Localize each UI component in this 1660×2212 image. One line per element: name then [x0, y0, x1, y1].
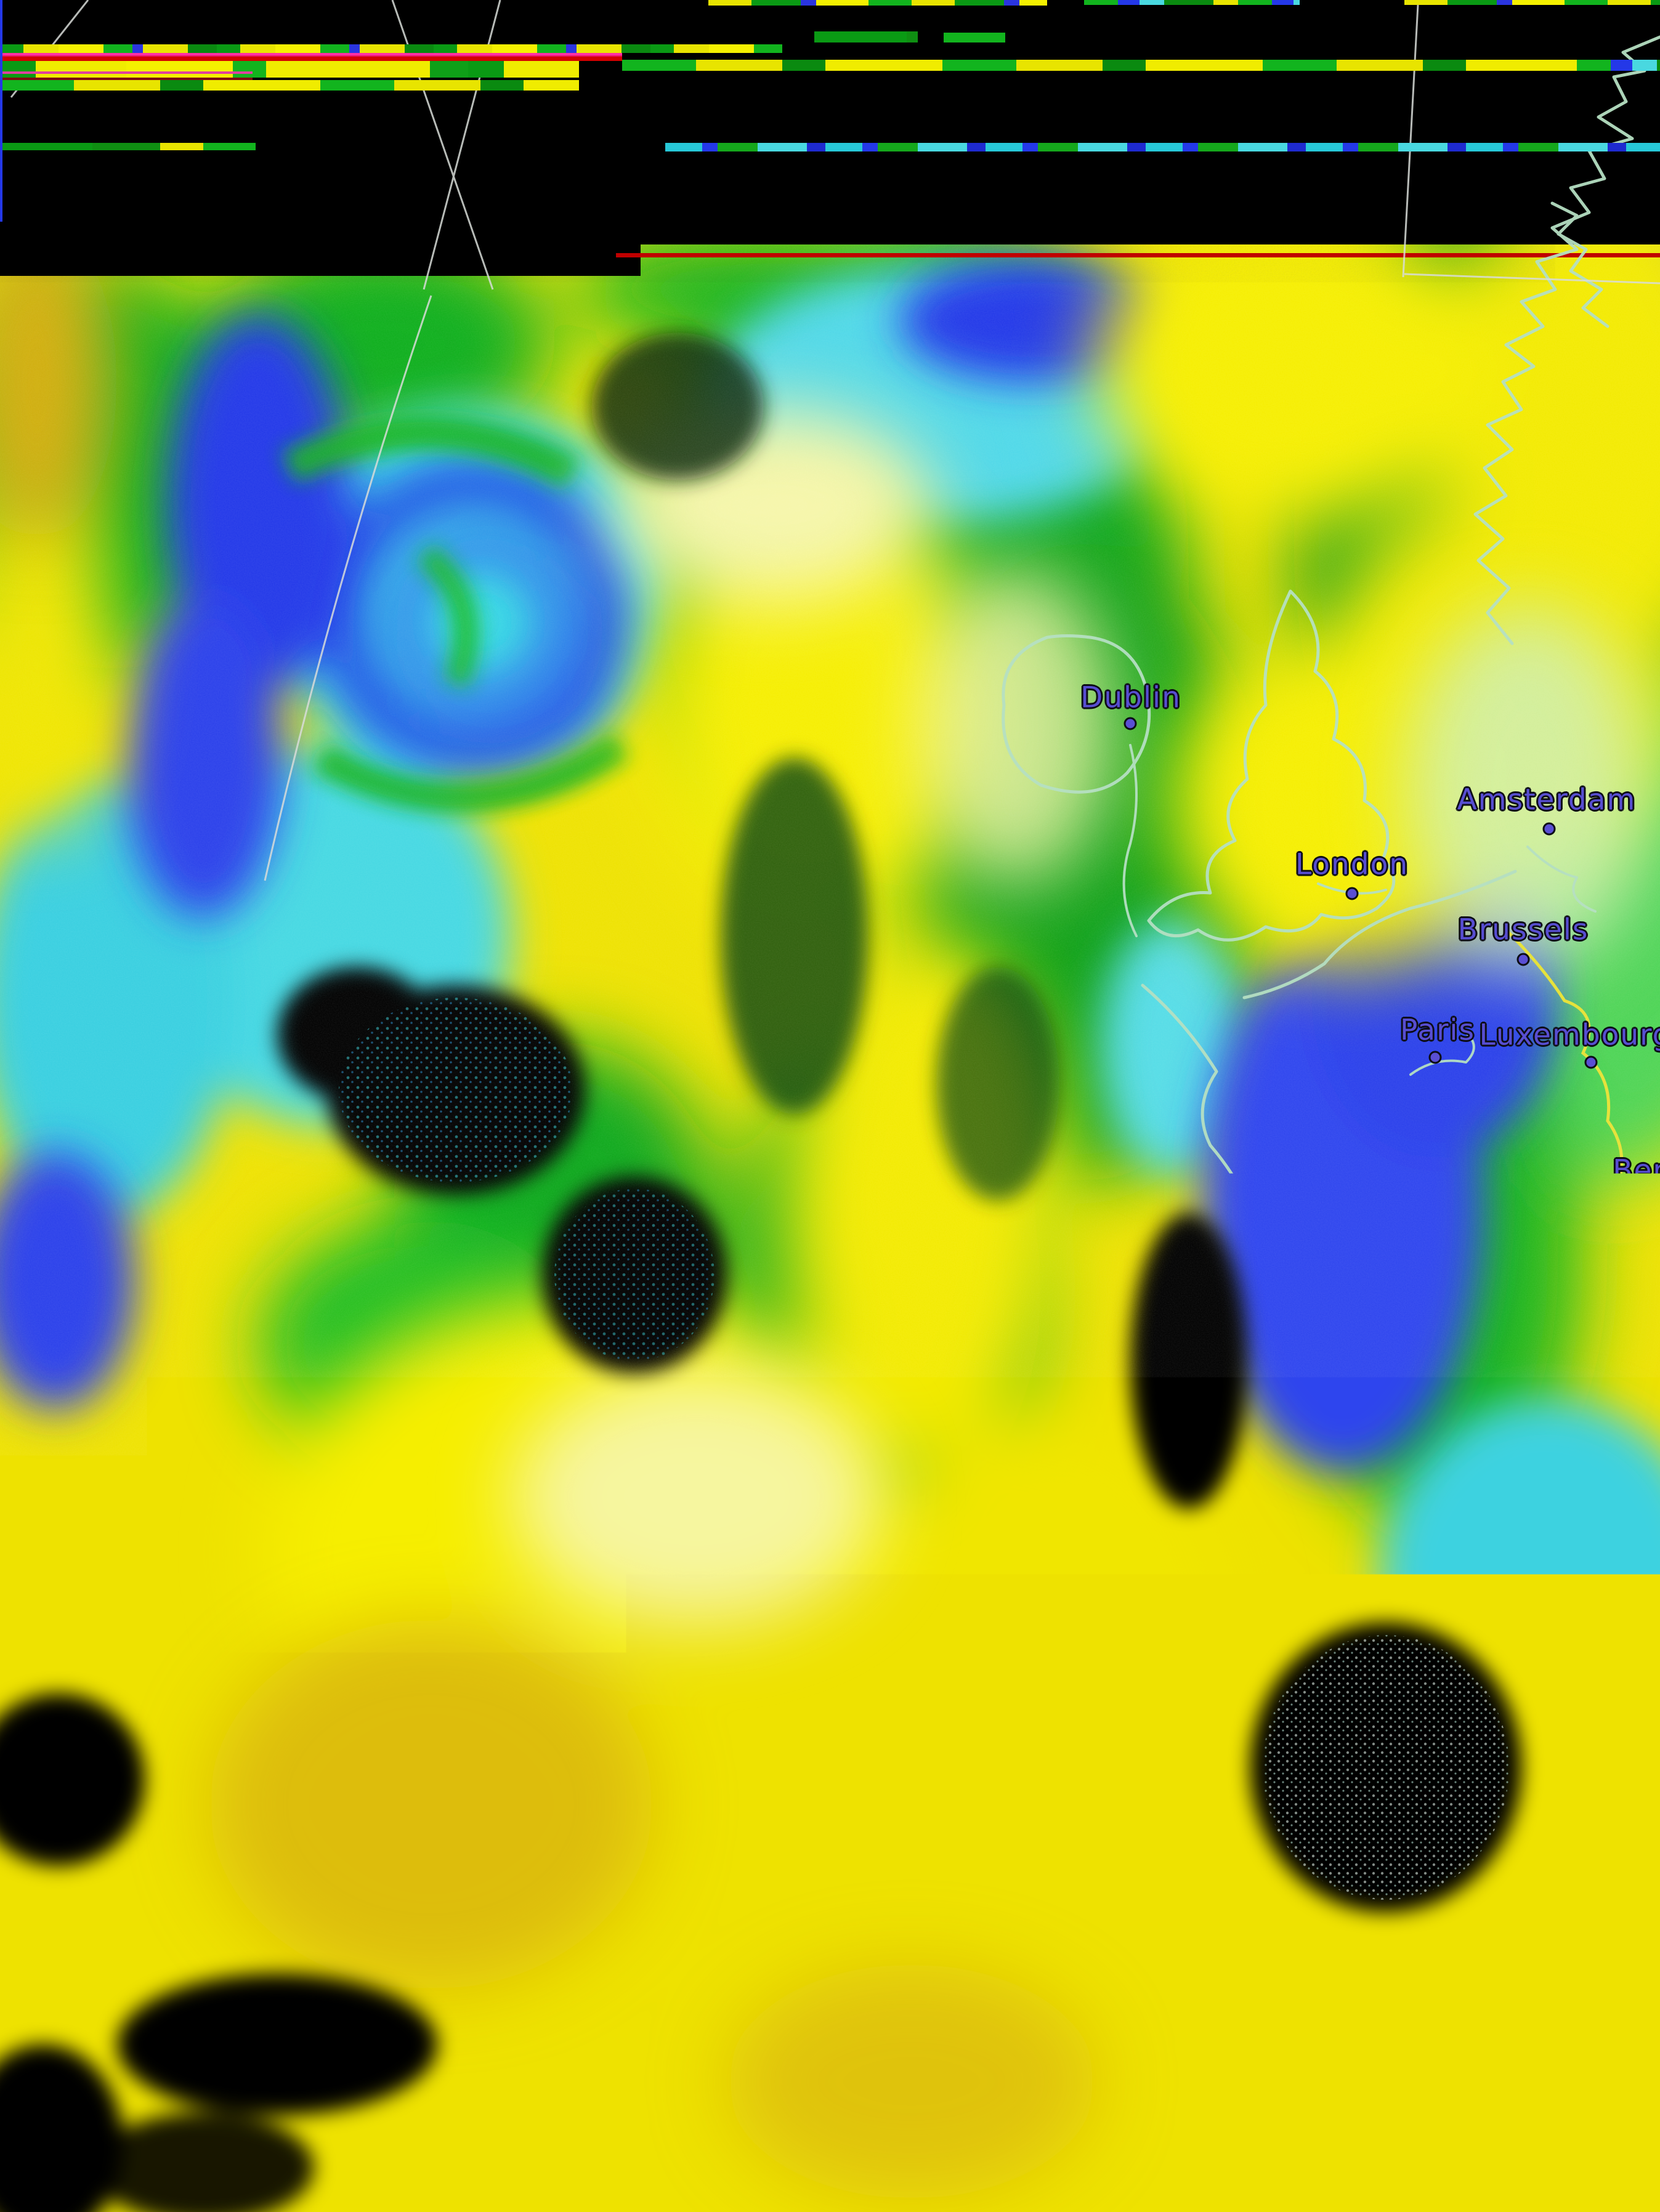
glitch-strip: [0, 44, 782, 53]
city-dot-lisbon: [778, 1702, 791, 1715]
receiver: Receiver: rtlsdr: [573, 2069, 1323, 2091]
scanline-step: [0, 244, 641, 276]
station-url-line2: noaa.localdomain: [382, 2182, 535, 2207]
glitch-strip: [814, 31, 918, 42]
city-label-amsterdam: Amsterdam: [1457, 783, 1637, 817]
city-dot-andorra: [1351, 1505, 1364, 1518]
city-label-bern: Bern: [1613, 1154, 1660, 1188]
city-label-madrid: Madrid: [1031, 1567, 1138, 1601]
map-top-red-line: [616, 253, 1660, 257]
city-label-rabat: Rabat: [783, 1952, 875, 1985]
raspinoaa-logo: [413, 2022, 504, 2106]
city-dot-algiers: [1378, 1885, 1391, 1898]
glitch-strip: [0, 143, 256, 150]
city-label-dublin: Dublin: [1080, 681, 1181, 715]
direction-gain: Direction: Northbound | | Gain: 49.6: [573, 2181, 1323, 2202]
noise-fragment: [1614, 2205, 1638, 2210]
glitch-strip: [1404, 0, 1660, 5]
glitch-strip: [622, 60, 1577, 71]
glitch-strip: [665, 143, 1660, 151]
weather-imagery: [0, 160, 1660, 2212]
app-version: RaspiNOAA V2 | v5.0 |: [356, 2106, 560, 2131]
glitch-strip: [944, 33, 1005, 42]
city-label-monaco: Monaco: [1563, 1373, 1660, 1407]
infobox-left-column: RaspiNOAA V2 | v5.0 | Bookworm 64-bit ht…: [344, 2020, 573, 2207]
city-dot-brussels: [1517, 953, 1530, 966]
admin: Admin: Mochito: [573, 2113, 1323, 2135]
city-dot-bern: [1643, 1189, 1656, 1201]
glitch-strip: [1577, 60, 1660, 71]
antenna: Antenna: Your Antenna: [573, 2046, 1323, 2068]
glitch-strip: [708, 0, 1047, 6]
glitch-magenta-line: [0, 71, 253, 74]
city-label-brussels: Brussels: [1458, 913, 1589, 947]
ground-station: Ground Station: Bernau bei Berlin: [573, 2024, 1323, 2046]
city-dot-madrid: [1077, 1613, 1090, 1626]
satellite-and-time: Satellite: METEOR-M2 3 | 03-02-2026 22:3…: [573, 2136, 1323, 2157]
city-label-paris: Paris: [1400, 1014, 1475, 1047]
city-dot-paris: [1429, 1051, 1442, 1064]
city-label-algiers: Algiers: [1330, 1847, 1438, 1881]
satellite-weather-image: Dublin London Amsterdam Brussels Luxembourg P…: [0, 0, 1660, 2212]
pass-info-box: RaspiNOAA V2 | v5.0 | Bookworm 64-bit ht…: [344, 2020, 1323, 2207]
os-version: Bookworm 64-bit: [381, 2131, 535, 2157]
station-url-line1: https://raspberry-: [384, 2157, 532, 2182]
city-dot-dublin: [1124, 717, 1137, 730]
city-dot-luxembourg: [1585, 1056, 1598, 1069]
glitch-strip: [1084, 0, 1300, 5]
operator: Operator: DE2MAC: [573, 2091, 1323, 2113]
city-dot-amsterdam: [1543, 823, 1556, 836]
glitch-strip: [0, 80, 579, 91]
infobox-right-column: Ground Station: Bernau bei Berlin Antenn…: [573, 2020, 1323, 2207]
city-label-london: London: [1295, 848, 1409, 882]
edge-artifact: [0, 0, 2, 222]
city-label-lisbon: Lisbon: [734, 1655, 835, 1689]
city-dot-rabat: [824, 1987, 836, 2000]
elevation-info: Max Elevation: 15° West | Sun Elevation:…: [573, 2158, 1323, 2180]
glitch-red-line: [0, 53, 622, 61]
city-dot-monaco: [1626, 1415, 1638, 1428]
city-label-andorra: Andorra: [1294, 1468, 1418, 1502]
city-dot-london: [1346, 887, 1359, 900]
city-label-luxembourg: Luxembourg: [1480, 1019, 1660, 1052]
glitch-strip: [0, 61, 579, 78]
